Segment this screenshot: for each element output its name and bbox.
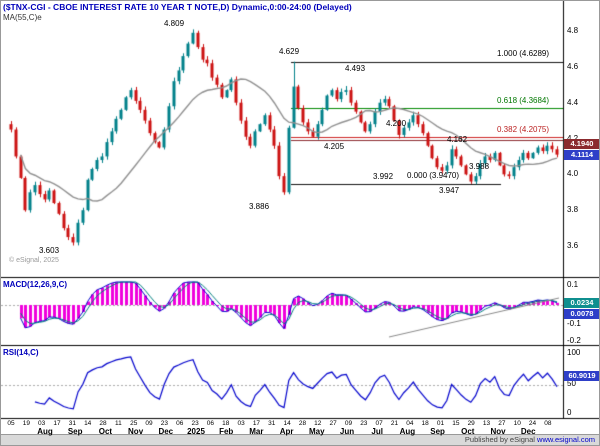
x-axis-day-label: 05 <box>7 420 15 427</box>
x-axis-day-label: 06 <box>206 420 215 427</box>
ma-indicator-label: MA(55,C)e <box>3 13 42 22</box>
x-axis-month-label: 2025 <box>187 427 205 436</box>
x-axis-day-label: 07 <box>375 420 383 427</box>
price-annotation: 4.205 <box>324 142 345 151</box>
price-annotation: 4.200 <box>386 119 407 128</box>
x-axis-month-label: Feb <box>219 427 234 436</box>
price-annotation: 1.000 (4.6289) <box>497 49 550 58</box>
x-axis-month-label: Dec <box>520 427 536 436</box>
x-axis-day-label: 09 <box>344 420 353 427</box>
x-axis-day-label: 28 <box>99 420 107 427</box>
price-annotation: 0.000 (3.9470) <box>407 171 460 180</box>
x-axis-day-label: 18 <box>222 420 230 427</box>
x-axis-day-label: 23 <box>160 420 168 427</box>
x-axis-day-label: 31 <box>68 420 76 427</box>
x-axis-month-label: Sep <box>430 427 445 436</box>
macd-indicator-label: MACD(12,26,9,C) <box>3 280 68 289</box>
x-axis-month-label: May <box>309 427 325 436</box>
x-axis-day-label: 17 <box>53 420 61 427</box>
axis-value-badge-rsi-value: 60.9019 <box>564 371 599 381</box>
x-axis-day-label: 11 <box>115 420 122 427</box>
x-axis-month-label: Nov <box>128 427 144 436</box>
rsi-axis-label: 0 <box>567 408 572 417</box>
x-axis-day-label: 19 <box>22 420 30 427</box>
price-annotation: 4.162 <box>447 135 468 144</box>
price-annotation: 0.618 (4.3684) <box>497 96 550 105</box>
price-axis-label: 4.2 <box>567 134 578 143</box>
x-axis-day-label: 24 <box>528 420 537 427</box>
price-annotation: 3.886 <box>249 202 270 211</box>
x-axis-day-label: 21 <box>390 420 399 427</box>
esignal-url-link[interactable]: www.esignal.com <box>537 435 595 444</box>
x-axis-day-label: 15 <box>452 420 460 427</box>
axis-value-badge-macd-value: 0.0078 <box>564 309 599 319</box>
x-axis-day-label: 08 <box>544 420 552 427</box>
x-axis-day-label: 04 <box>406 420 414 427</box>
macd-axis-label: -0.2 <box>567 336 581 345</box>
x-axis-day-label: 14 <box>84 420 92 427</box>
x-axis-day-label: 01 <box>436 420 445 427</box>
price-annotation: 3.603 <box>39 246 60 255</box>
x-axis-day-label: 09 <box>145 420 153 427</box>
x-axis-month-label: Apr <box>279 427 294 436</box>
x-axis-day-label: 27 <box>498 420 506 427</box>
price-annotation: 3.988 <box>469 162 490 171</box>
x-axis-day-label: 23 <box>191 420 199 427</box>
rsi-axis-label: 50 <box>567 379 576 388</box>
price-axis-label: 4.0 <box>567 169 579 179</box>
x-axis-day-label: 31 <box>268 420 276 427</box>
x-axis-day-label: 29 <box>467 420 475 427</box>
x-axis-month-label: Jul <box>371 427 383 436</box>
macd-axis-label: 0.1 <box>567 280 579 289</box>
published-by-text: Published by eSignal <box>464 435 535 444</box>
x-axis-day-label: 14 <box>283 420 291 427</box>
x-axis-month-label: Mar <box>249 427 264 436</box>
x-axis-month-label: Oct <box>98 427 113 436</box>
x-axis-day-label: 03 <box>237 420 245 427</box>
x-axis-day-label: 06 <box>176 420 184 427</box>
x-axis-month-label: Jun <box>339 427 355 436</box>
x-axis-day-label: 13 <box>482 420 491 427</box>
macd-axis-label: -0.1 <box>567 319 581 328</box>
x-axis-day-label: 10 <box>513 420 521 427</box>
price-axis-label: 3.6 <box>567 241 579 251</box>
axis-value-badge-macd-signal: 0.0234 <box>564 298 599 308</box>
price-axis-label: 4.6 <box>567 61 579 71</box>
price-annotation: 0.382 (4.2075) <box>497 125 550 134</box>
price-annotation: 3.992 <box>373 172 394 181</box>
price-axis-label: 3.8 <box>567 205 579 215</box>
x-axis-month-label: Aug <box>399 427 416 436</box>
price-axis-label: 4.4 <box>567 97 579 107</box>
price-annotation: 3.947 <box>439 186 460 195</box>
x-axis-day-label: 17 <box>252 420 261 427</box>
price-annotation: 4.493 <box>345 64 366 73</box>
rsi-axis-label: 100 <box>567 348 581 357</box>
chart-title: ($TNX-CGI - CBOE INTEREST RATE 10 YEAR T… <box>3 2 352 12</box>
rsi-indicator-label: RSI(14,C) <box>3 348 39 357</box>
x-axis-day-label: 27 <box>329 420 337 427</box>
x-axis-day-label: 25 <box>130 420 138 427</box>
price-axis-label: 4.8 <box>567 26 579 35</box>
x-axis-month-label: Aug <box>37 427 53 436</box>
axis-value-badge-last-price: 4.1114 <box>564 150 599 160</box>
esignal-watermark: © eSignal, 2025 <box>9 257 59 264</box>
x-axis-month-label: Oct <box>461 427 475 436</box>
x-axis-day-label: 12 <box>314 420 322 427</box>
price-annotation: 4.809 <box>164 19 185 28</box>
price-annotation: 4.629 <box>279 47 300 56</box>
x-axis-month-label: Nov <box>490 427 506 436</box>
x-axis-day-label: 23 <box>360 420 368 427</box>
footer-bar: Published by eSignal www.esignal.com <box>1 434 599 445</box>
x-axis-day-label: 03 <box>38 420 46 427</box>
x-axis-month-label: Dec <box>158 427 174 436</box>
x-axis-day-label: 18 <box>421 420 429 427</box>
x-axis-day-label: 28 <box>298 420 307 427</box>
x-axis-month-label: Sep <box>67 427 83 436</box>
axis-value-badge-price-level: 4.1940 <box>564 139 599 149</box>
